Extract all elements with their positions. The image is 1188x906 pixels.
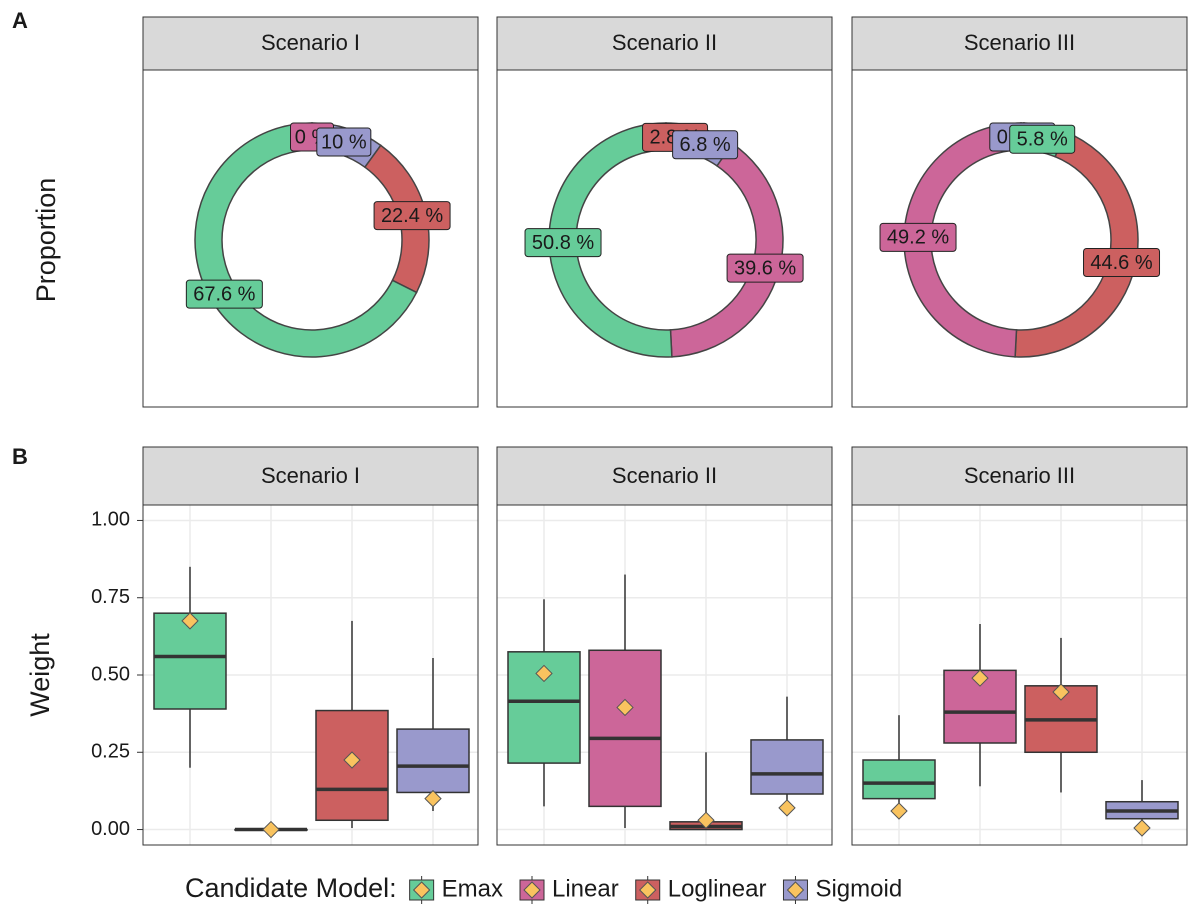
y-tick-label: 0.50	[91, 663, 130, 685]
data-label: 67.6 %	[193, 283, 255, 305]
panel-border	[851, 504, 1188, 846]
mean-marker	[181, 612, 199, 630]
y-tick-label: 0.00	[91, 818, 130, 840]
legend-diamond	[523, 881, 541, 899]
mean-marker	[616, 698, 634, 717]
label-box	[726, 253, 804, 283]
box	[862, 759, 936, 800]
mean-marker	[1052, 683, 1070, 701]
facet-title: Scenario III	[964, 30, 1075, 55]
panel-border	[496, 504, 833, 846]
data-label: 50.8 %	[532, 232, 594, 254]
data-label: 39.6 %	[734, 257, 796, 279]
mean-marker	[535, 664, 553, 683]
mean-marker	[890, 802, 908, 820]
donut-slice	[1014, 130, 1139, 358]
mean-marker	[424, 789, 442, 808]
facet-title: Scenario I	[261, 30, 360, 55]
y-axis-label: Proportion	[31, 178, 61, 303]
y-tick-label: 1.00	[91, 509, 130, 531]
data-label: 22.4 %	[381, 205, 443, 227]
legend-label: Linear	[552, 875, 619, 902]
label-box	[672, 130, 739, 160]
y-axis-label: Weight	[25, 633, 55, 717]
data-label: 49.2 %	[887, 227, 949, 249]
panel-tag: A	[12, 8, 28, 33]
label-box	[185, 279, 263, 309]
facet-title: Scenario I	[261, 463, 360, 488]
legend-label: Sigmoid	[815, 875, 902, 902]
y-tick-label: 0.75	[91, 586, 130, 608]
y-tick-label: 0.25	[91, 741, 130, 763]
label-box	[1083, 247, 1161, 277]
strip	[851, 16, 1188, 71]
strip	[142, 446, 479, 506]
mean-marker	[343, 751, 361, 769]
mean-marker	[971, 669, 989, 687]
label-box	[316, 127, 372, 157]
legend-diamond	[786, 881, 805, 899]
facet-title: Scenario III	[964, 463, 1075, 488]
data-label: 6.8 %	[680, 134, 731, 156]
legend-diamond	[412, 881, 431, 899]
label-box	[1009, 124, 1076, 154]
mean-marker	[1133, 819, 1151, 837]
box	[750, 739, 824, 795]
data-label: 5.8 %	[1017, 128, 1068, 150]
panel-border	[142, 504, 479, 846]
strip	[496, 446, 833, 506]
facet-title: Scenario II	[612, 463, 717, 488]
label-box	[879, 222, 957, 252]
legend-title: Candidate Model:	[185, 873, 397, 903]
strip	[496, 16, 833, 71]
mean-marker	[697, 811, 715, 829]
box	[588, 649, 662, 808]
data-label: 10 %	[321, 131, 367, 153]
label-box	[524, 228, 602, 258]
strip	[142, 16, 479, 71]
box	[396, 728, 470, 794]
data-label: 44.6 %	[1090, 252, 1152, 274]
legend-label: Loglinear	[668, 875, 767, 902]
mean-marker	[262, 820, 280, 839]
legend-diamond	[639, 881, 657, 899]
legend-label: Emax	[442, 875, 503, 902]
facet-title: Scenario II	[612, 30, 717, 55]
label-box	[373, 201, 451, 231]
mean-marker	[778, 799, 796, 817]
panel-tag: B	[12, 444, 28, 469]
